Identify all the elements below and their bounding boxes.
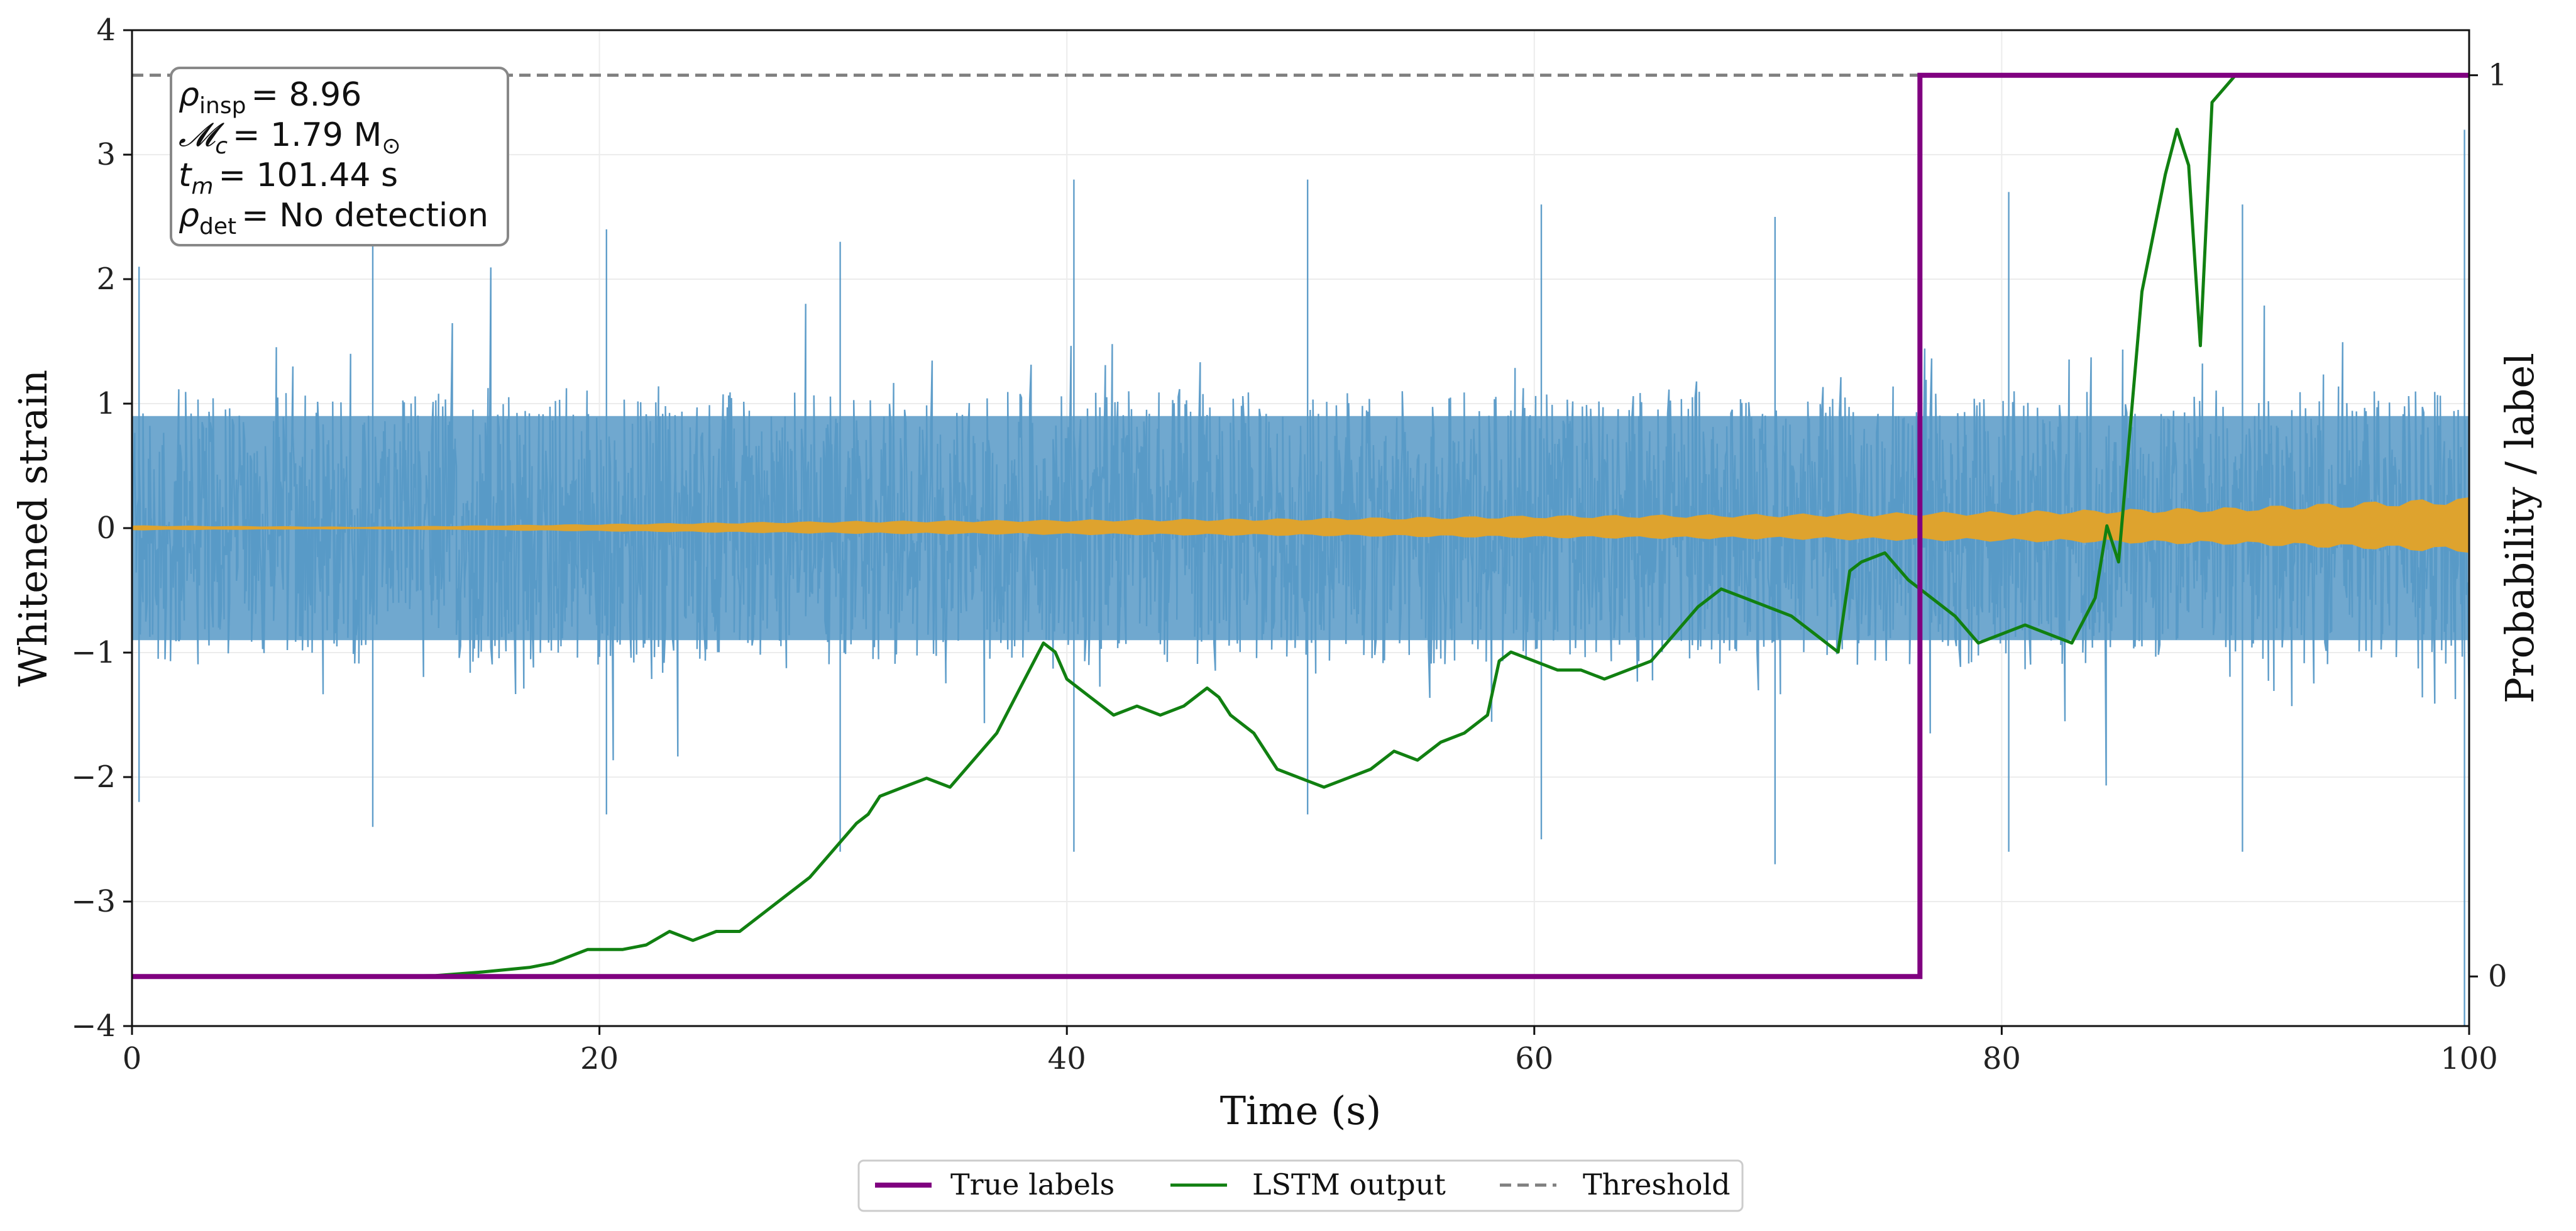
y-left-axis-ticks: −4 −3 −2 −1 0 1 2 3 4 (71, 13, 132, 1044)
parameter-annotation-box: ρinsp = 8.96 𝓜c = 1.79 M⊙ tm = 101.44 s ρde… (170, 67, 509, 246)
annotation-frame (170, 67, 509, 246)
y-right-axis-title: Probability / label (2497, 353, 2543, 704)
x-tick-label: 100 (2440, 1041, 2498, 1076)
y-left-tick-label: −4 (71, 1008, 116, 1044)
x-tick-label: 0 (123, 1041, 142, 1076)
x-tick-label: 20 (580, 1041, 619, 1076)
y-left-tick-label: 2 (96, 262, 116, 297)
y-left-tick-label: 4 (96, 13, 116, 48)
x-axis-title: Time (s) (1220, 1088, 1382, 1134)
true-labels-line (132, 72, 2469, 980)
x-tick-label: 80 (1983, 1041, 2021, 1076)
y-left-tick-label: 0 (96, 511, 116, 546)
legend-label-true-labels: True labels (950, 1168, 1115, 1201)
legend-frame (857, 1159, 1744, 1212)
y-left-tick-label: 1 (96, 386, 116, 421)
legend-label-lstm-output: LSTM output (1252, 1168, 1446, 1201)
y-left-tick-label: −3 (71, 884, 116, 919)
y-right-tick-label: 1 (2488, 58, 2507, 93)
x-axis-ticks: 0 20 40 60 80 100 (123, 1026, 2498, 1076)
annotation-merger-time: tm = 101.44 s (179, 157, 398, 199)
legend: True labels LSTM output Threshold (857, 1159, 1744, 1212)
x-tick-label: 60 (1515, 1041, 1553, 1076)
y-right-tick-label: 0 (2488, 959, 2507, 994)
annotation-chirp-mass: 𝓜c = 1.79 M⊙ (179, 116, 401, 159)
annotation-rho-det: ρdet = No detection (179, 197, 488, 240)
x-tick-label: 40 (1048, 1041, 1086, 1076)
y-left-tick-label: 3 (96, 137, 116, 172)
annotation-rho-insp: ρinsp = 8.96 (179, 76, 361, 119)
y-right-axis-ticks: 01 (2469, 58, 2507, 994)
lstm-output-line (132, 74, 2469, 978)
legend-label-threshold: Threshold (1583, 1168, 1731, 1201)
y-left-tick-label: −2 (71, 759, 116, 795)
signal-envelope-band (132, 497, 2469, 553)
y-left-axis-title: Whitened strain (10, 370, 56, 687)
y-left-tick-label: −1 (71, 635, 116, 670)
